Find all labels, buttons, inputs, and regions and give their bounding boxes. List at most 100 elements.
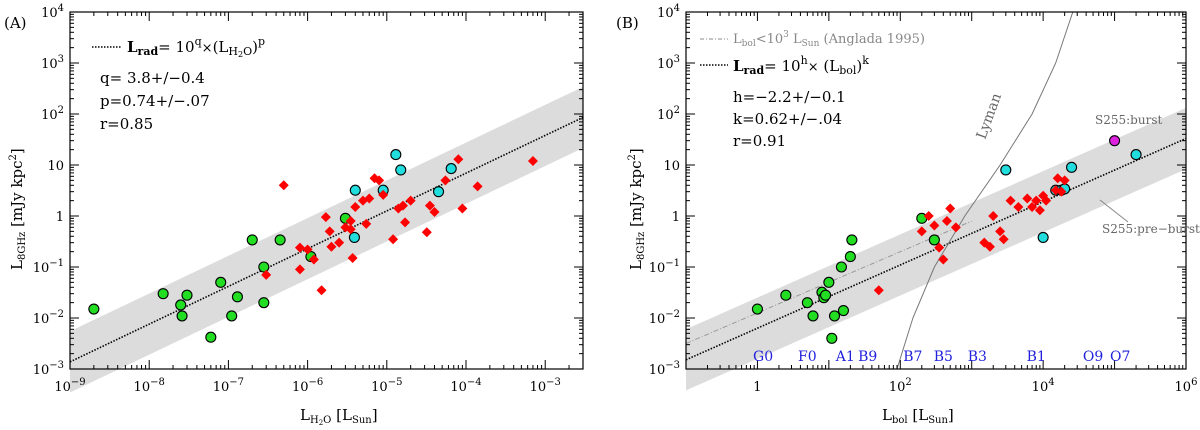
- anglada-line-segment: [685, 220, 972, 344]
- data-point-green: [844, 251, 856, 263]
- plot-frame-b: [685, 11, 1187, 370]
- data-point-red: [361, 218, 372, 229]
- y-axis-label-a: L8GHz [mJy kpc2]: [8, 148, 28, 270]
- data-point-green: [176, 310, 188, 322]
- y-tick-label: 10−2: [33, 309, 64, 327]
- data-point-red: [345, 224, 356, 235]
- y-tick-label: 102: [657, 105, 680, 123]
- x-tick-label: 10−4: [450, 377, 481, 395]
- data-point-red: [472, 181, 483, 192]
- data-point-cyan: [1066, 161, 1078, 173]
- x-tick-label: 104: [1032, 377, 1055, 395]
- data-point-red: [873, 285, 884, 296]
- data-point-red: [294, 264, 305, 275]
- y-tick-label: 104: [41, 3, 64, 21]
- y-tick-label: 10−3: [649, 360, 680, 378]
- data-point-green: [274, 234, 286, 246]
- stat-k: k=0.62+/−.04: [733, 110, 842, 128]
- data-point-red: [945, 203, 956, 214]
- y-axis-label-b: L8GHz [mJy kpc2]: [627, 148, 647, 270]
- panel-a: 10−3 10−2 10−1 1 10 102 103 104 10−9 10−8 10−7 10−6…: [4, 3, 584, 427]
- data-point-red: [923, 211, 934, 221]
- data-point-green: [826, 332, 838, 344]
- stat-q: q= 3.8+/−0.4: [100, 69, 205, 87]
- data-point-green: [215, 276, 227, 288]
- data-point-cyan: [348, 231, 360, 243]
- data-point-red: [929, 220, 940, 231]
- spectral-type-label: B1: [1027, 349, 1046, 365]
- data-point-green: [820, 289, 832, 301]
- data-point-red: [302, 244, 313, 255]
- y-tick-label: 10: [47, 159, 64, 174]
- fit-band-a: [70, 86, 583, 393]
- data-point-cyan: [445, 163, 457, 175]
- data-point-green: [88, 303, 100, 315]
- data-point-red: [347, 253, 358, 264]
- spectral-type-label: B7: [903, 349, 922, 365]
- spectral-type-label: G0: [753, 349, 773, 365]
- data-point-red: [364, 193, 375, 204]
- data-point-green: [246, 234, 258, 246]
- data-point-cyan: [432, 186, 445, 198]
- spectral-type-label: A1: [835, 349, 855, 365]
- y-tick-label: 104: [657, 3, 680, 21]
- data-point-red: [405, 195, 416, 206]
- data-point-red: [388, 234, 399, 245]
- data-point-red: [1013, 202, 1024, 213]
- data-point-red: [324, 226, 335, 237]
- data-point-cyan: [1037, 231, 1049, 243]
- data-point-red: [1005, 195, 1016, 206]
- data-point-cyan: [349, 184, 361, 196]
- data-point-red: [278, 180, 289, 191]
- data-point-red: [400, 217, 411, 228]
- data-point-green: [780, 289, 792, 301]
- lyman-curve: [896, 11, 1074, 370]
- data-point-red: [421, 227, 432, 238]
- data-point-green: [258, 261, 270, 273]
- data-point-green: [801, 297, 813, 309]
- data-point-red: [527, 155, 538, 166]
- data-point-red: [320, 212, 331, 223]
- data-point-magenta: [1109, 135, 1121, 147]
- spectral-type-label: B5: [934, 349, 953, 365]
- stat-r-b: r=0.91: [733, 132, 786, 150]
- y-tick-label: 1: [672, 210, 680, 225]
- x-tick-label: 106: [1175, 377, 1198, 395]
- data-point-red: [429, 206, 440, 217]
- x-tick-label: 10−5: [371, 377, 402, 395]
- data-point-green: [823, 276, 835, 288]
- legend-anglada-label: Lbol<103 LSun (Anglada 1995): [733, 30, 925, 49]
- data-point-red: [988, 211, 999, 221]
- data-point-red: [424, 200, 435, 211]
- data-point-red: [457, 203, 468, 214]
- data-point-red: [1027, 202, 1038, 213]
- data-point-red: [261, 269, 272, 280]
- data-point-red: [294, 242, 305, 253]
- panel-label-b: (B): [616, 14, 639, 32]
- plot-frame-a: [69, 11, 584, 370]
- data-point-red: [934, 242, 945, 253]
- x-tick-label: 102: [889, 377, 912, 395]
- x-axis-label-b: Lbol [LSun]: [882, 406, 954, 426]
- data-point-red: [308, 254, 319, 265]
- y-tick-label: 10−3: [33, 360, 64, 378]
- data-point-green: [928, 234, 940, 246]
- data-point-red: [938, 254, 949, 265]
- data-point-green: [751, 303, 763, 315]
- data-point-green: [258, 297, 270, 309]
- data-point-red: [326, 241, 337, 252]
- data-point-red: [345, 215, 356, 226]
- data-point-red: [1059, 175, 1070, 186]
- data-point-green: [835, 261, 847, 273]
- data-point-red: [374, 175, 385, 186]
- data-point-green: [837, 304, 849, 317]
- spectral-type-label: B9: [858, 349, 877, 365]
- anglada-line: [685, 220, 972, 344]
- legend-fit-label-a: Lrad= 10q×(LH2O)p: [127, 35, 265, 59]
- fit-line: [69, 116, 584, 363]
- data-point-red: [378, 189, 389, 200]
- axis-ticks-a: 10−3 10−2 10−1 1 10 102 103 104 10−9 10−8 10−7 10−6…: [33, 3, 584, 395]
- stat-h: h=−2.2+/−0.1: [733, 88, 846, 106]
- y-tick-label: 10−2: [649, 309, 680, 327]
- y-tick-label: 10−1: [33, 258, 64, 276]
